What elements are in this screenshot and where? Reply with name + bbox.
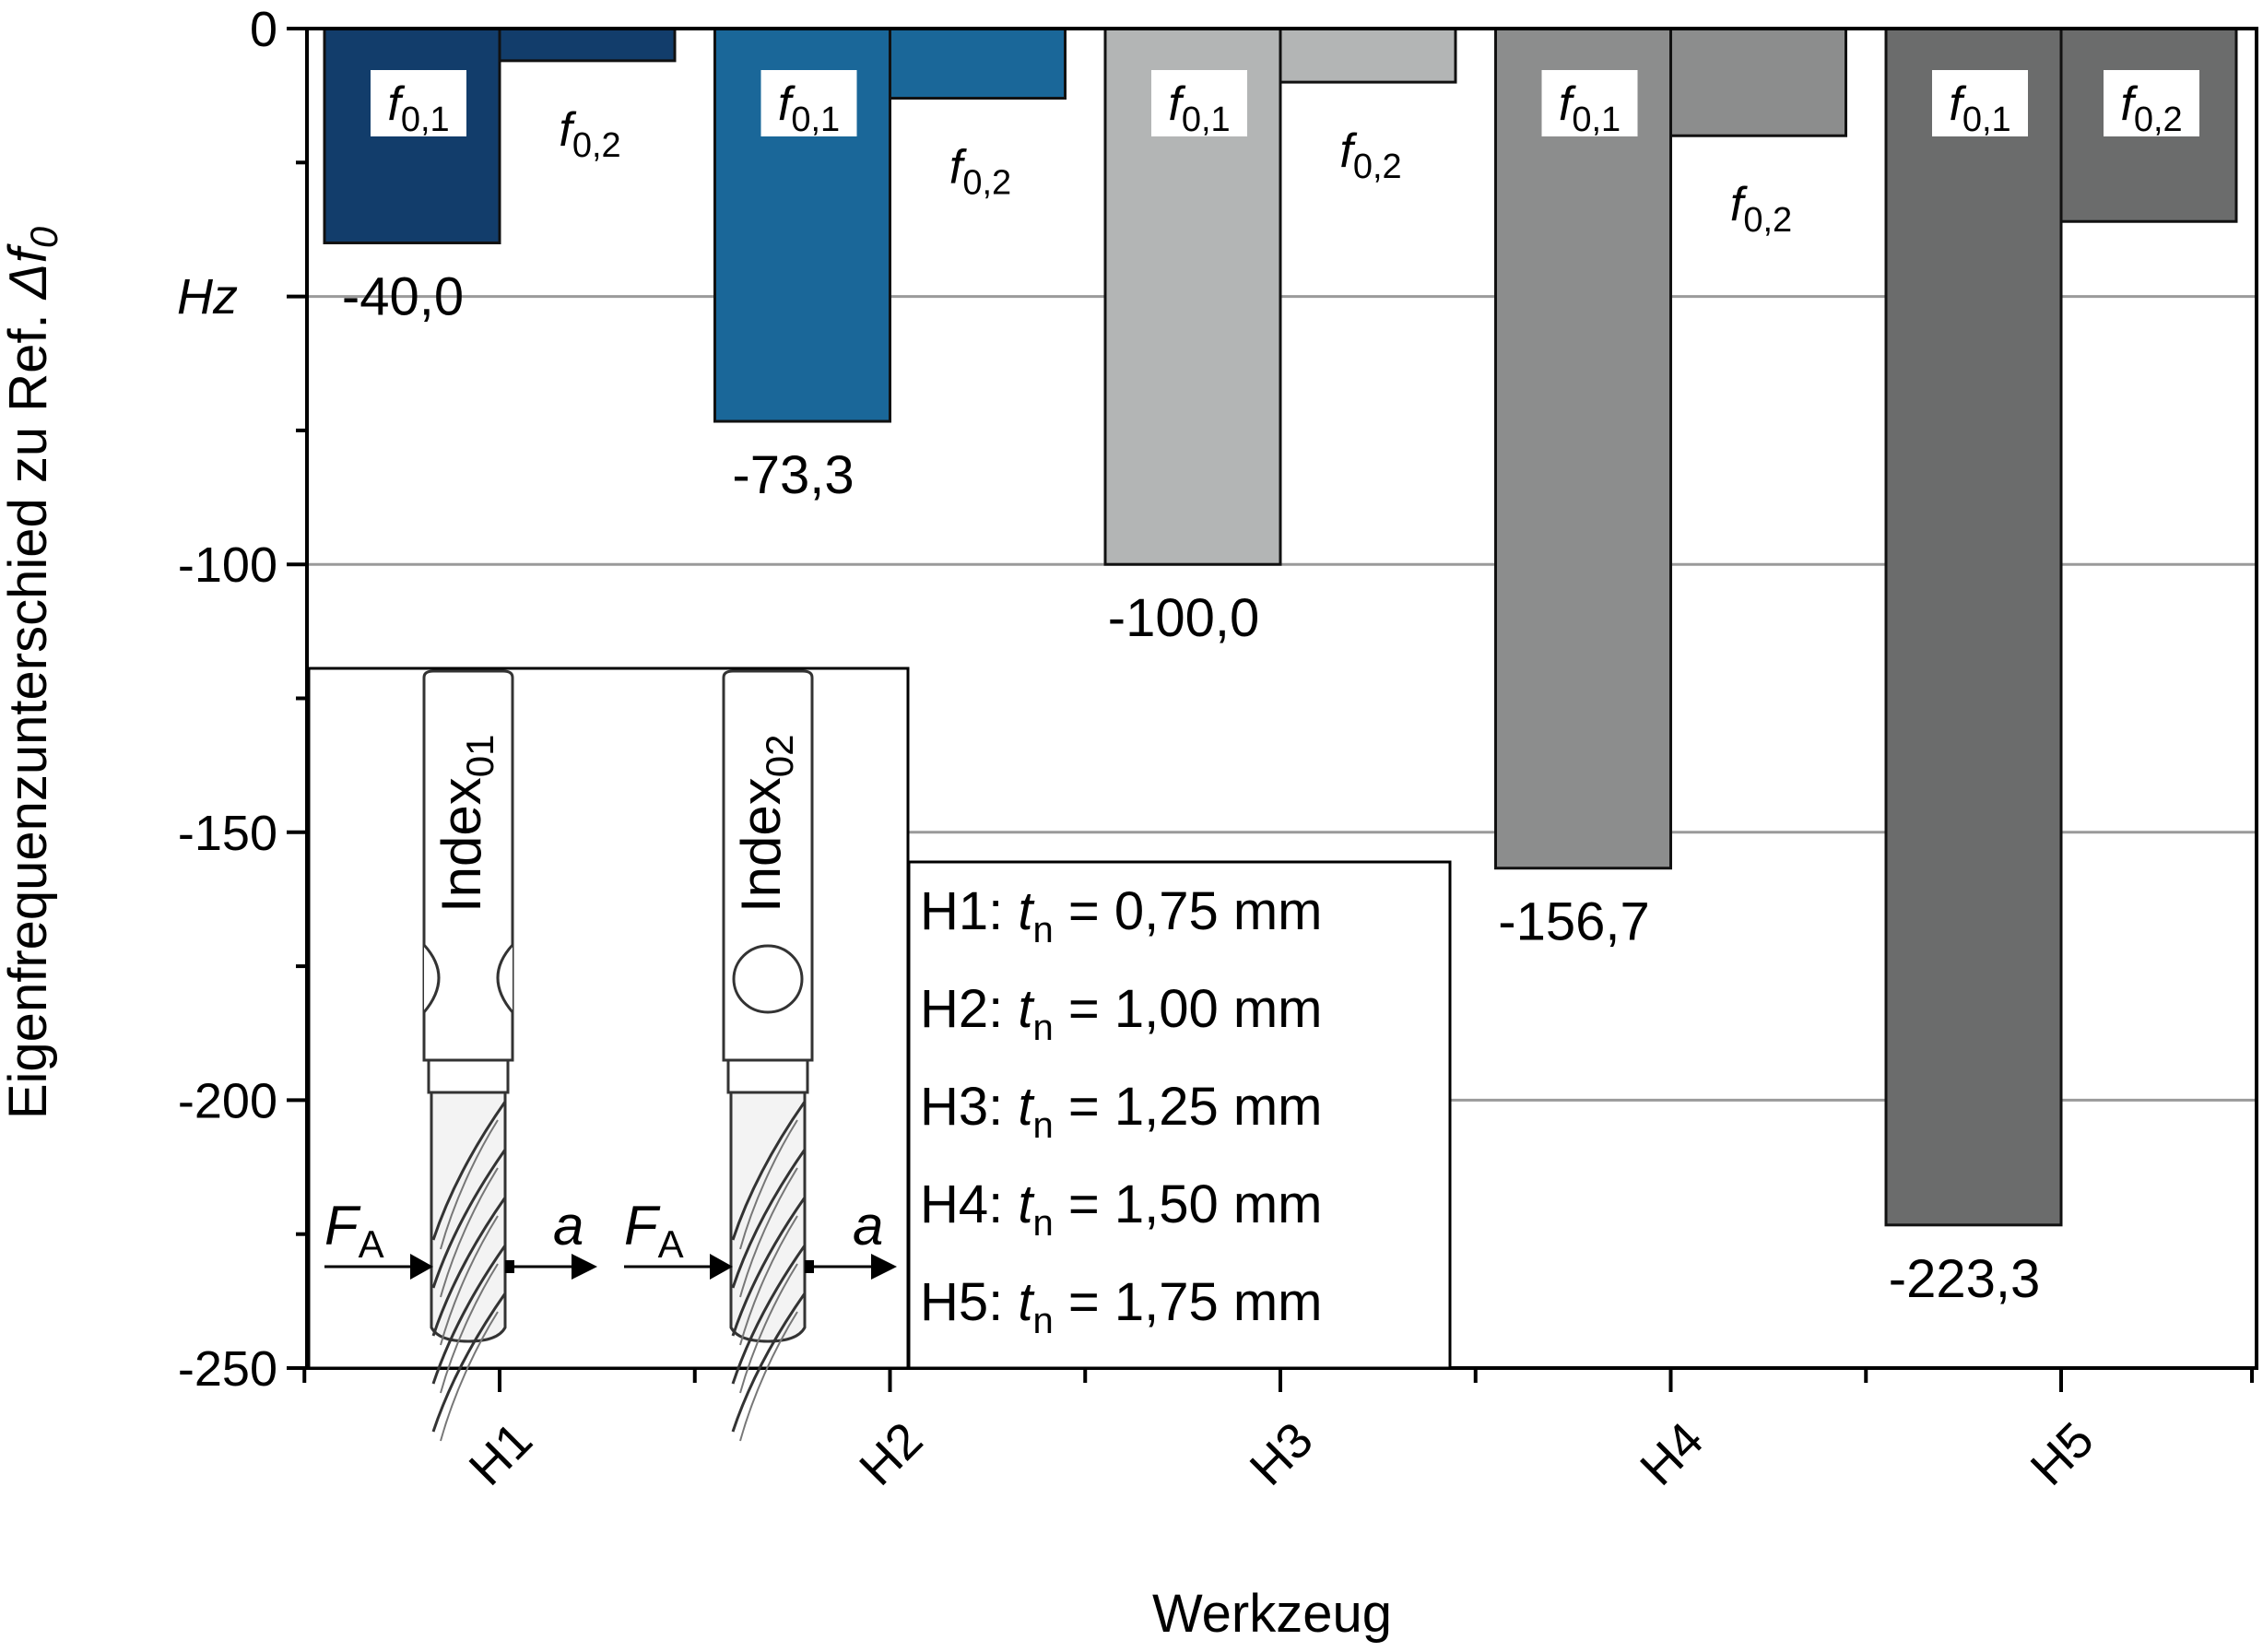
x-tick-label: H1 (459, 1412, 543, 1496)
y-axis-title-symbol: Δf (0, 242, 58, 301)
flute-line (731, 1245, 807, 1385)
series-tag-box (760, 70, 857, 136)
series-tag-f0,2: f0,2 (949, 141, 1011, 203)
flute-line (431, 1245, 507, 1385)
tool-hole (732, 944, 804, 1014)
flute-line (739, 1263, 798, 1394)
force-label: FA (324, 1195, 384, 1266)
force-arrowhead (410, 1254, 433, 1280)
flute-line (731, 1197, 807, 1337)
flute-line (431, 1197, 507, 1337)
flute-line (739, 1167, 798, 1298)
value-label: -100,0 (1108, 588, 1259, 648)
accel-label: a (853, 1195, 883, 1257)
flute-line (431, 1101, 507, 1241)
value-label: -223,3 (1889, 1249, 2040, 1309)
flute-line (440, 1119, 499, 1250)
y-tick-label: 0 (250, 2, 277, 57)
bar-f0,2-H2 (889, 27, 1067, 100)
y-tick-label: -250 (178, 1341, 277, 1397)
bar-f0,2-H1 (498, 27, 677, 63)
x-tick-label: H4 (1630, 1412, 1714, 1496)
y-tick-label: -150 (178, 806, 277, 861)
flute-line (440, 1263, 499, 1394)
y-unit-label: Hz (177, 269, 238, 324)
inset-box (307, 667, 910, 1370)
force-label: FA (624, 1195, 684, 1266)
tool-flutes (430, 1091, 507, 1343)
value-labels: -40,0 -73,3 -100,0 -156,7 -223,3 (342, 266, 2040, 1308)
tool-notch (496, 943, 514, 1013)
x-tick-label: H2 (849, 1412, 933, 1496)
flute-line (739, 1119, 798, 1250)
series-tag-f0,2: f0,2 (1339, 124, 1401, 186)
series-tag-box (1932, 70, 2028, 136)
legend-item: H2: tn = 1,00 mm (920, 979, 1322, 1048)
series-tag-f0,2: f0,2 (1730, 178, 1792, 240)
series-tag-box (2104, 70, 2199, 136)
accel-arrowhead (572, 1254, 597, 1280)
tool-notch (422, 943, 441, 1013)
force-arrowhead (710, 1254, 733, 1280)
x-tick-label: H3 (1240, 1412, 1324, 1496)
legend-item: H4: tn = 1,50 mm (920, 1174, 1322, 1244)
flute-line (431, 1149, 507, 1289)
x-axis: H1 H2 H3 H4 H5 (302, 1368, 2254, 1496)
flute-line (440, 1311, 499, 1442)
sensor-mark (505, 1260, 514, 1273)
bar-f0,2-H4 (1669, 27, 1847, 137)
bar-f0,2-H3 (1279, 27, 1457, 84)
y-axis-title-sub: 0 (22, 226, 65, 248)
accel-label: a (553, 1195, 583, 1257)
flute-line (440, 1167, 499, 1298)
series-tag-box (1541, 70, 1638, 136)
tool-shank (422, 669, 514, 1062)
y-axis-title-main: Eigenfrequenzunterschied zu Ref. (0, 299, 58, 1119)
series-tag-f0,1: f0,1 (1168, 77, 1230, 139)
sensor-mark (805, 1260, 814, 1273)
y-tick-label: -100 (178, 537, 277, 593)
legend: H1: tn = 0,75 mm H2: tn = 1,00 mm H3: tn =… (907, 860, 1452, 1370)
series-tags: f0,1 f0,1 f0,1 f0,1 f0,1 f0,2 f0,2 f0,2 f0,2 f0,2 (371, 70, 2199, 240)
tool-inset: Index01 FA a Index02 FA a (307, 667, 910, 1442)
series-tag-f0,2: f0,2 (559, 103, 620, 165)
series-tag-f0,1: f0,1 (778, 77, 840, 139)
flute-line (739, 1311, 798, 1442)
y-axis: 0 -100 -150 -200 -250 (178, 2, 307, 1397)
accel-arrowhead (871, 1254, 897, 1280)
legend-item: H5: tn = 1,75 mm (920, 1272, 1322, 1341)
series-tag-box (1151, 70, 1247, 136)
series-tag-f0,1: f0,1 (1949, 77, 2010, 139)
series-tag-f0,1: f0,1 (387, 77, 449, 139)
tool-neck (427, 1058, 510, 1094)
x-tick-label: H5 (2021, 1412, 2104, 1496)
series-tag-f0,2: f0,2 (2120, 77, 2182, 139)
tool-drawing: Index01 FA a (324, 669, 597, 1442)
legend-item: H1: tn = 0,75 mm (920, 881, 1322, 950)
tool-flutes (729, 1091, 807, 1343)
flute-line (739, 1215, 798, 1346)
flute-line (731, 1292, 807, 1433)
tool-index-label: Index02 (730, 735, 801, 914)
x-axis-title: Werkzeug (1152, 1584, 1392, 1644)
y-axis-title: Eigenfrequenzunterschied zu Ref. Δf0 (0, 226, 65, 1119)
flute-line (431, 1292, 507, 1433)
y-tick-label: -200 (178, 1073, 277, 1128)
flute-line (731, 1149, 807, 1289)
legend-item: H3: tn = 1,25 mm (920, 1077, 1322, 1146)
value-label: -156,7 (1498, 892, 1649, 952)
value-label: -73,3 (732, 445, 854, 505)
flute-line (440, 1215, 499, 1346)
tool-neck (726, 1058, 809, 1094)
value-label: -40,0 (342, 266, 464, 326)
bar-f0,1-H4 (1494, 27, 1672, 870)
bar-f0,1-H5 (1884, 27, 2063, 1227)
series-tag-box (371, 70, 466, 136)
legend-box (907, 860, 1452, 1370)
tool-drawing: Index02 FA a (624, 669, 897, 1442)
flute-line (731, 1101, 807, 1241)
tool-index-label: Index01 (430, 735, 501, 914)
series-tag-f0,1: f0,1 (1559, 77, 1621, 139)
